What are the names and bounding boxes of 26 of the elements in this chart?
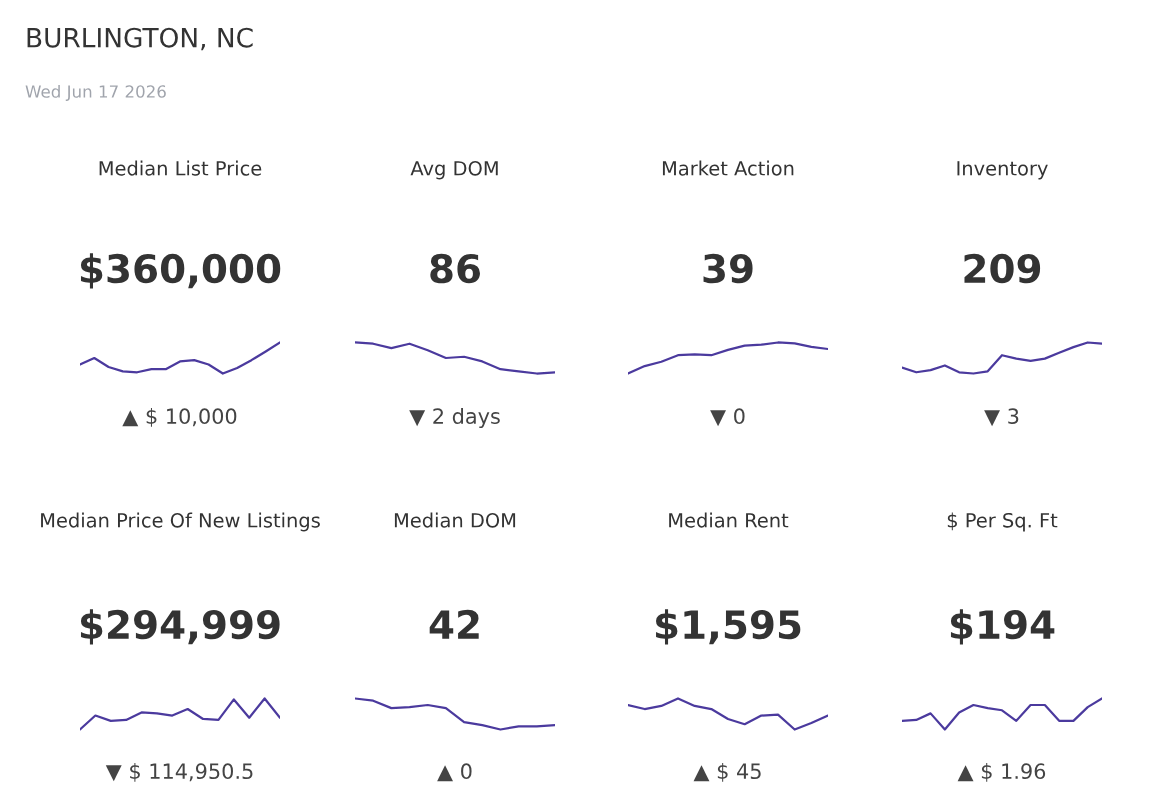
chart-title: Median Price Of New Listings <box>41 512 320 532</box>
chart-title: Median Rent <box>669 512 789 528</box>
text: BURLINGTON, NC <box>27 27 253 51</box>
chart-subtitle: 39 <box>703 253 753 284</box>
chart-subtitle: 42 <box>429 609 479 639</box>
chart-subtitle: 86 <box>430 253 480 284</box>
text: ▲ 0 <box>437 763 472 782</box>
text: Wed Jun 17 2026 <box>25 84 166 101</box>
chart-subtitle: $1,595 <box>656 609 801 645</box>
chart-title: Market Action <box>662 160 794 176</box>
chart-subtitle: $360,000 <box>80 253 281 289</box>
text: ▲ $ 1.96 <box>957 762 1046 782</box>
chart-title: Avg DOM <box>410 160 498 180</box>
text: ▼ 3 <box>984 408 1019 427</box>
text: ▼ 0 <box>710 408 745 427</box>
chart-subtitle: $294,999 <box>80 609 280 645</box>
chart-title: $ Per Sq. Ft <box>947 512 1058 532</box>
text: ▲ $ 10,000 <box>122 407 237 427</box>
chart-subtitle: $194 <box>950 609 1055 645</box>
text: ▼ 2 days <box>409 407 500 429</box>
chart-subtitle: 209 <box>964 253 1041 284</box>
chart-title: Inventory <box>957 161 1048 180</box>
chart-title: Median DOM <box>394 512 516 528</box>
text: ▼ $ 114,950.5 <box>105 762 253 782</box>
chart-title: Median List Price <box>99 160 262 176</box>
text: ▲ $ 45 <box>693 762 761 782</box>
